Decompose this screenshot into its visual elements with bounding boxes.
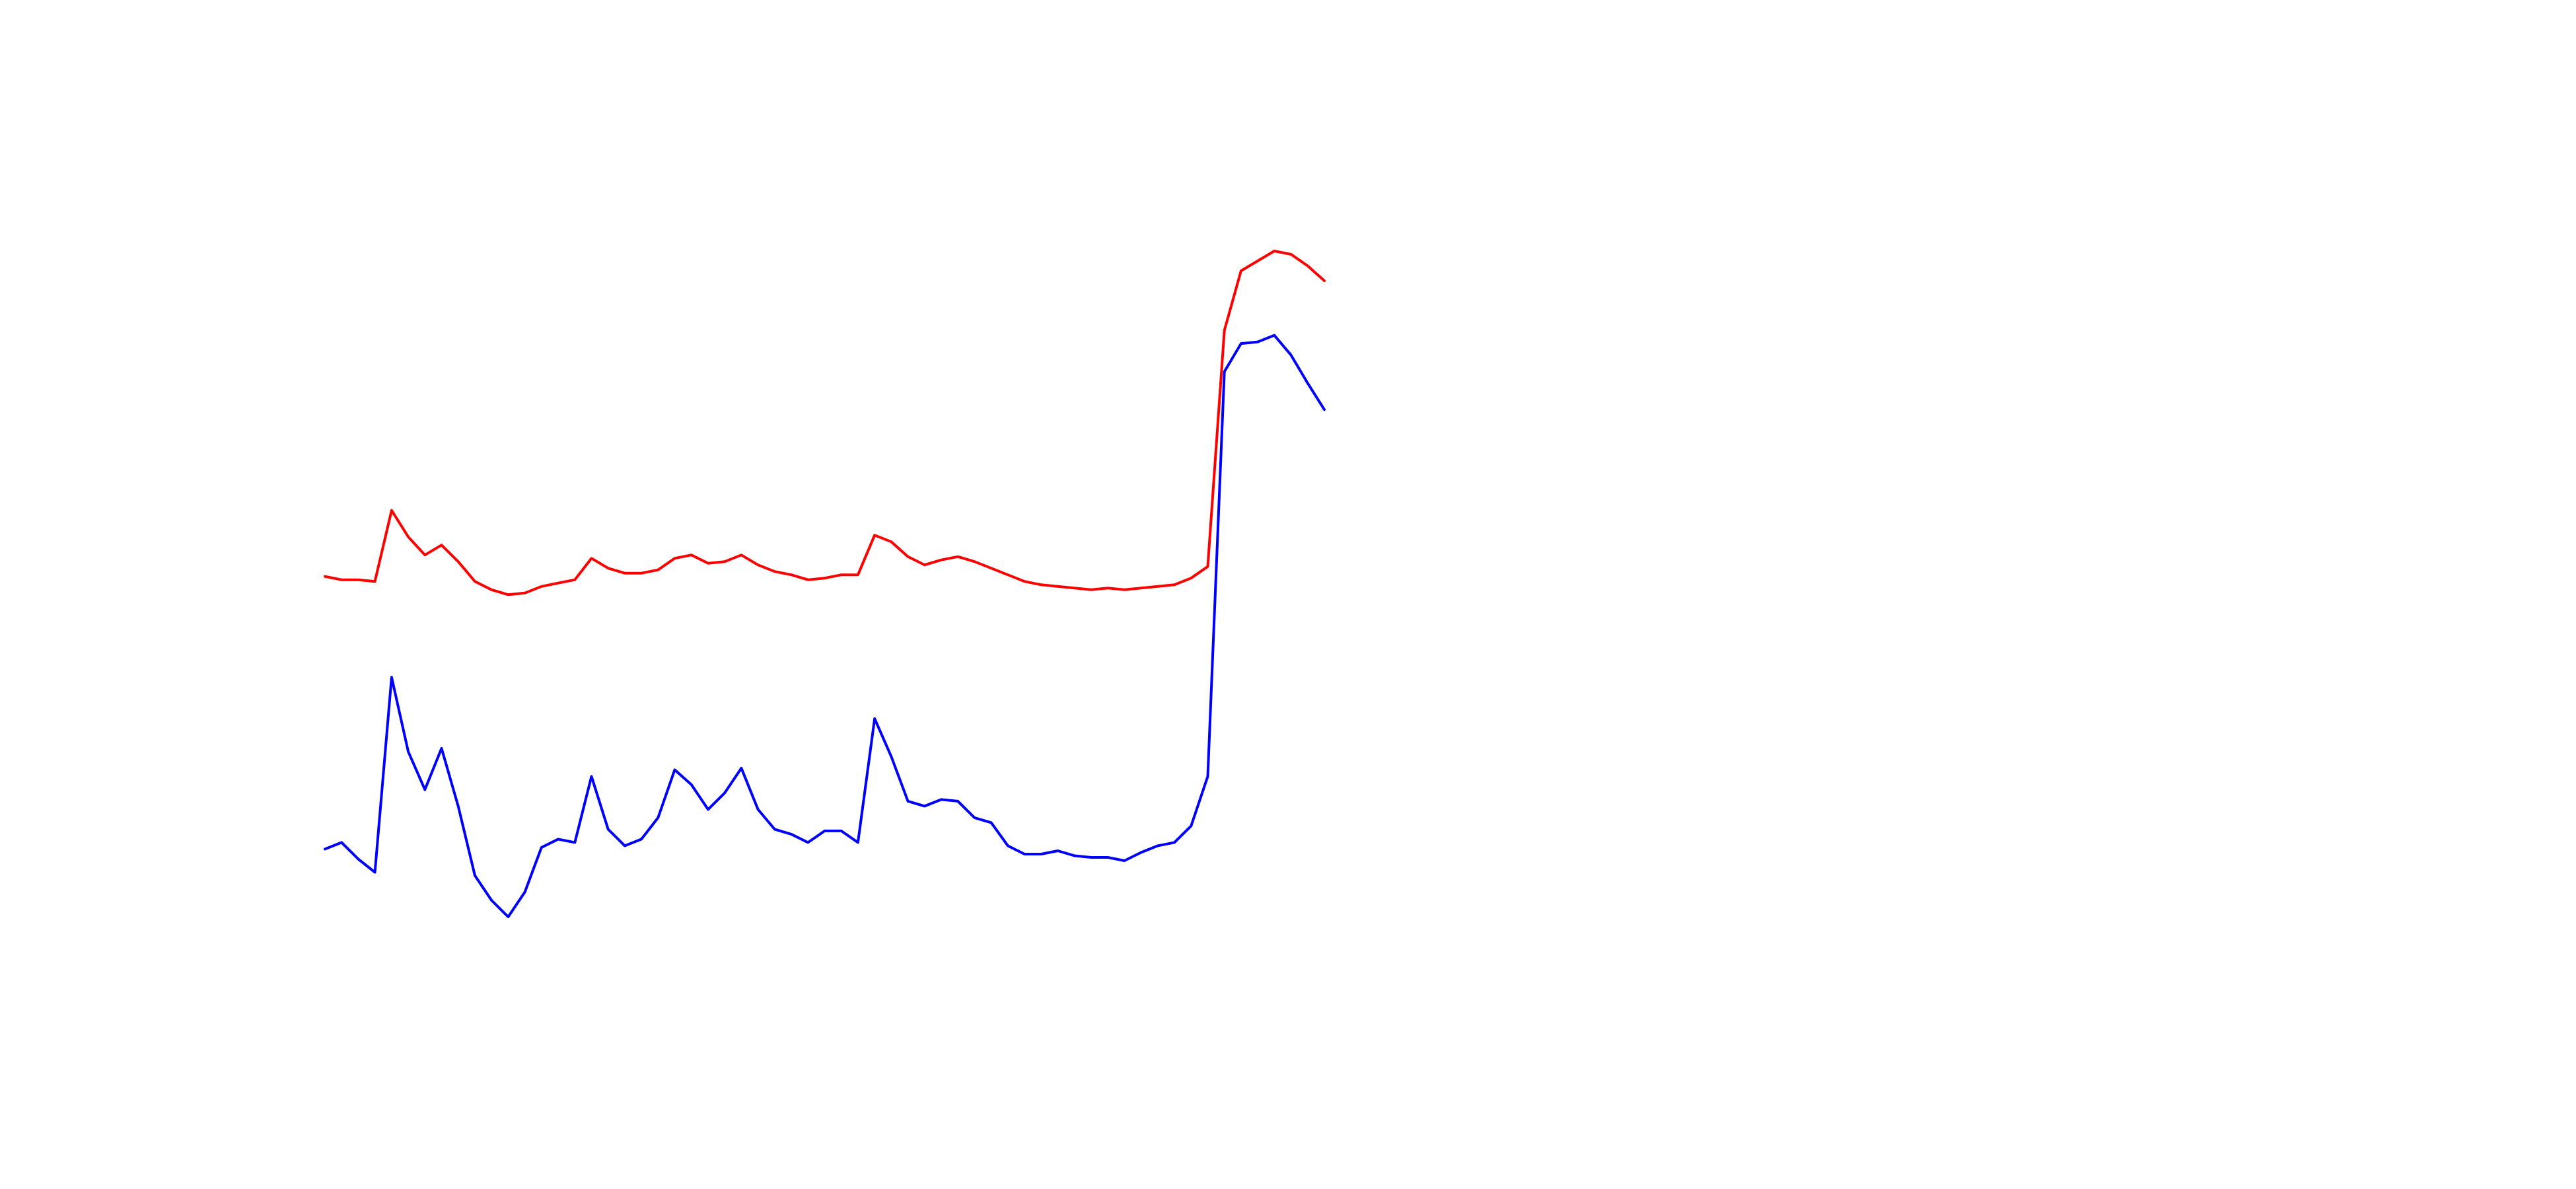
data-line (324, 334, 1326, 918)
data-line (324, 250, 1326, 596)
